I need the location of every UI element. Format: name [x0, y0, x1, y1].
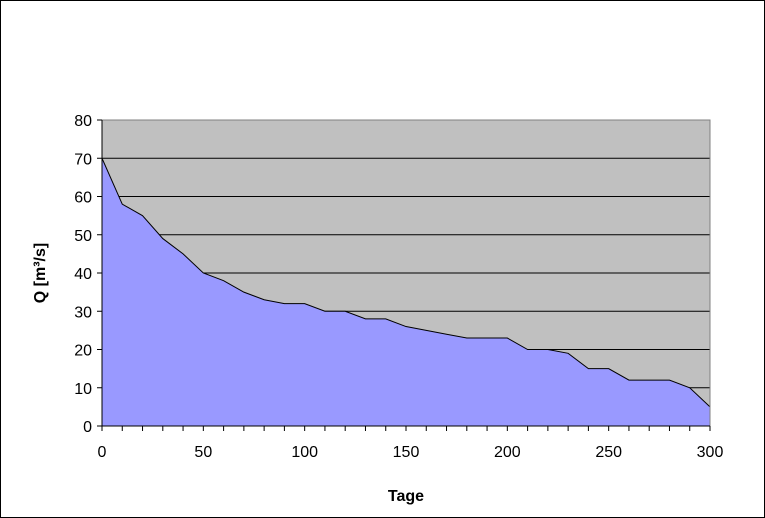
y-tick-label: 60: [74, 190, 92, 207]
y-tick-label: 30: [74, 304, 92, 321]
x-tick-labels: 0 50 100 150 200 250 300: [98, 444, 724, 461]
y-tick-label: 80: [74, 113, 92, 130]
y-tick-label: 70: [74, 151, 92, 168]
y-tick-label: 10: [74, 381, 92, 398]
y-tick-label: 40: [74, 266, 92, 283]
x-axis-title: Tage: [388, 488, 424, 505]
y-tick-label: 0: [83, 419, 92, 436]
area-series-fill: [102, 158, 710, 426]
y-tick-label: 50: [74, 228, 92, 245]
area-series-line: [101, 158, 711, 408]
y-axis-title: Q [m³/s]: [32, 243, 49, 303]
y-tick-label: 20: [74, 343, 92, 360]
x-tick-label: 250: [595, 444, 622, 461]
x-tick-label: 100: [291, 444, 318, 461]
axes: [97, 119, 711, 431]
x-tick-label: 200: [494, 444, 521, 461]
x-tick-label: 0: [98, 444, 107, 461]
x-tick-label: 150: [393, 444, 420, 461]
y-tick-labels: 0 10 20 30 40 50 60 70 80: [74, 113, 92, 436]
x-tick-label: 50: [194, 444, 212, 461]
x-tick-label: 300: [697, 444, 724, 461]
